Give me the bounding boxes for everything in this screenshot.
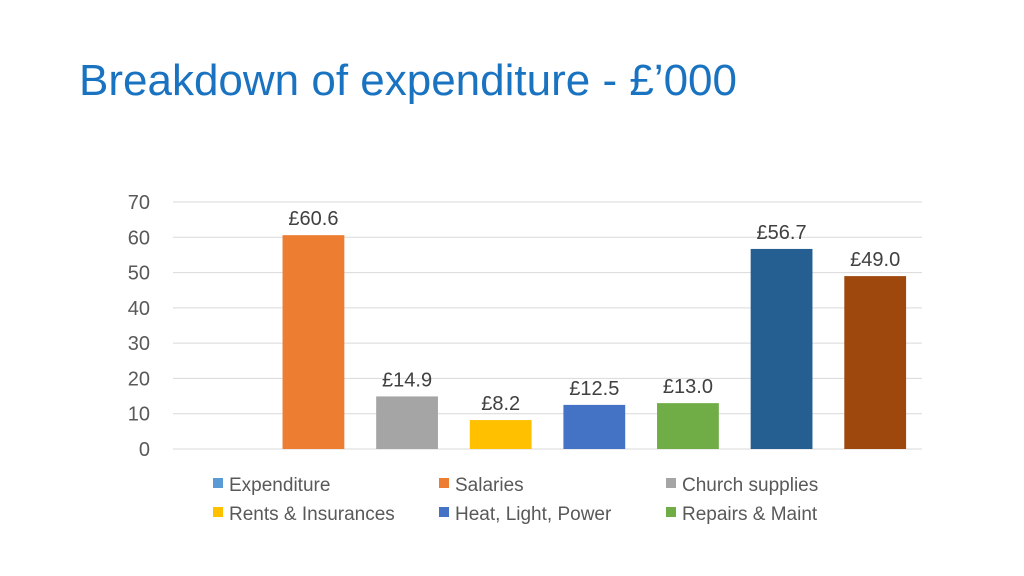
data-label: £60.6 bbox=[288, 208, 338, 230]
y-tick-label: 10 bbox=[128, 404, 150, 426]
y-tick-label: 30 bbox=[128, 333, 150, 355]
page-title: Breakdown of expenditure - £’000 bbox=[79, 56, 737, 105]
y-tick-label: 60 bbox=[128, 227, 150, 249]
data-label: £56.7 bbox=[757, 222, 807, 244]
bar bbox=[469, 420, 532, 449]
y-tick-label: 40 bbox=[128, 298, 150, 320]
y-tick-label: 70 bbox=[128, 192, 150, 214]
legend-label: Repairs & Maint bbox=[682, 504, 818, 525]
legend-label: Salaries bbox=[455, 475, 524, 496]
y-tick-label: 50 bbox=[128, 263, 150, 285]
bar bbox=[657, 403, 719, 449]
legend-label: Heat, Light, Power bbox=[455, 504, 612, 525]
legend-swatch bbox=[666, 507, 676, 517]
bar bbox=[282, 235, 345, 449]
y-tick-label: 20 bbox=[128, 368, 150, 390]
data-label: £13.0 bbox=[663, 376, 713, 398]
legend-swatch bbox=[213, 507, 223, 517]
legend-swatch bbox=[439, 478, 449, 488]
legend-label: Expenditure bbox=[229, 475, 330, 496]
bar bbox=[750, 248, 813, 449]
legend-label: Church supplies bbox=[682, 475, 818, 496]
bar bbox=[844, 276, 907, 449]
bar bbox=[376, 396, 438, 449]
data-label: £14.9 bbox=[382, 369, 432, 391]
data-label: £49.0 bbox=[850, 249, 900, 271]
bar bbox=[563, 404, 626, 449]
data-label: £8.2 bbox=[481, 393, 520, 415]
legend-swatch bbox=[213, 478, 223, 488]
data-label: £12.5 bbox=[569, 378, 619, 400]
y-tick-label: 0 bbox=[139, 439, 150, 461]
legend-label: Rents & Insurances bbox=[229, 504, 395, 525]
legend-swatch bbox=[439, 507, 449, 517]
legend-swatch bbox=[666, 478, 676, 488]
